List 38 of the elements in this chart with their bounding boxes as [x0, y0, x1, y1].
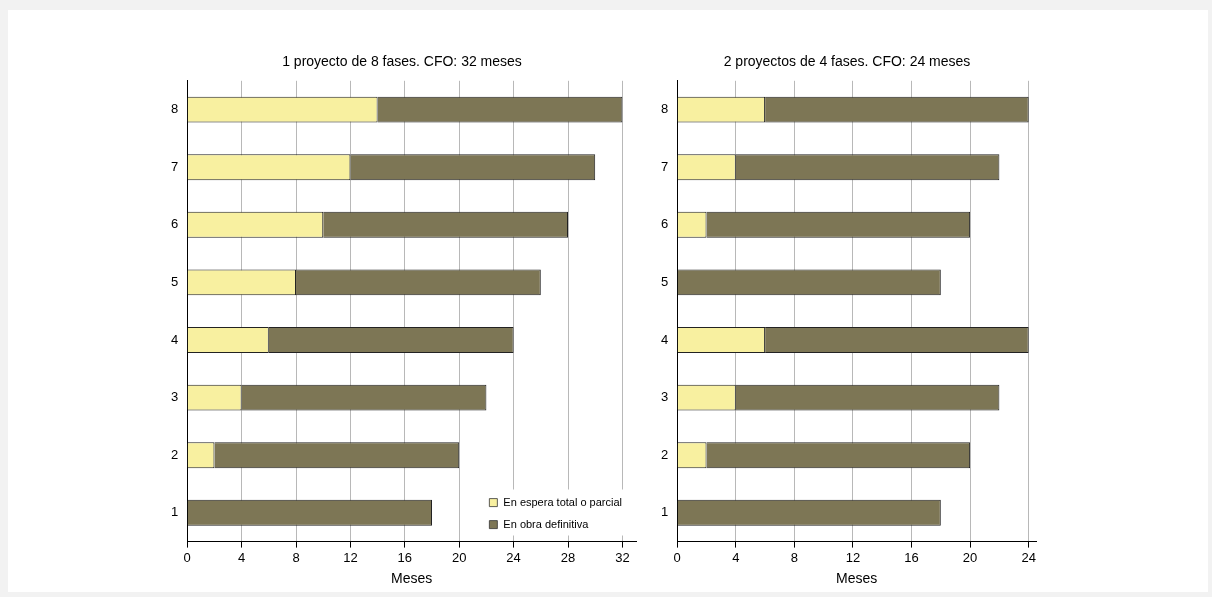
y-tick-label: 7 — [661, 158, 669, 174]
x-axis-title: Meses — [391, 570, 433, 587]
x-tick-label: 20 — [451, 549, 467, 565]
y-tick-label: 2 — [171, 446, 179, 462]
x-tick-label: 8 — [292, 549, 300, 565]
y-tick-label: 3 — [661, 389, 669, 405]
y-tick-label: 1 — [661, 504, 669, 520]
x-tick-label: 16 — [904, 549, 919, 565]
y-tick-label: 8 — [661, 101, 669, 117]
x-tick-label: 16 — [397, 549, 413, 565]
y-tick-label: 1 — [171, 504, 179, 520]
x-tick-label: 0 — [673, 549, 681, 565]
x-tick-label: 32 — [615, 549, 630, 565]
x-tick-label: 0 — [183, 549, 191, 565]
y-tick-label: 3 — [171, 389, 179, 405]
y-tick-label: 6 — [661, 216, 669, 232]
y-tick-label: 4 — [171, 331, 179, 347]
x-tick-label: 4 — [732, 549, 740, 565]
x-tick-label: 24 — [1021, 549, 1036, 565]
y-tick-label: 5 — [171, 273, 179, 289]
chart-title: 2 proyectos de 4 fases. CFO: 24 meses — [723, 53, 971, 70]
x-tick-label: 20 — [962, 549, 978, 565]
x-axis-title: Meses — [836, 570, 878, 587]
x-tick-label: 12 — [343, 549, 358, 565]
y-tick-label: 7 — [171, 158, 179, 174]
y-tick-label: 6 — [171, 216, 179, 232]
y-tick-label: 8 — [171, 101, 179, 117]
y-tick-label: 2 — [661, 446, 669, 462]
x-tick-label: 4 — [238, 549, 246, 565]
y-tick-label: 4 — [661, 331, 669, 347]
legend-label: En espera total o parcial — [503, 495, 623, 508]
chart-title: 1 proyecto de 8 fases. CFO: 32 meses — [282, 53, 522, 70]
legend-label: En obra definitiva — [503, 517, 590, 530]
y-tick-label: 5 — [661, 273, 669, 289]
x-tick-label: 28 — [560, 549, 576, 565]
x-tick-label: 24 — [506, 549, 521, 565]
x-tick-label: 12 — [845, 549, 861, 565]
x-tick-label: 8 — [790, 549, 798, 565]
